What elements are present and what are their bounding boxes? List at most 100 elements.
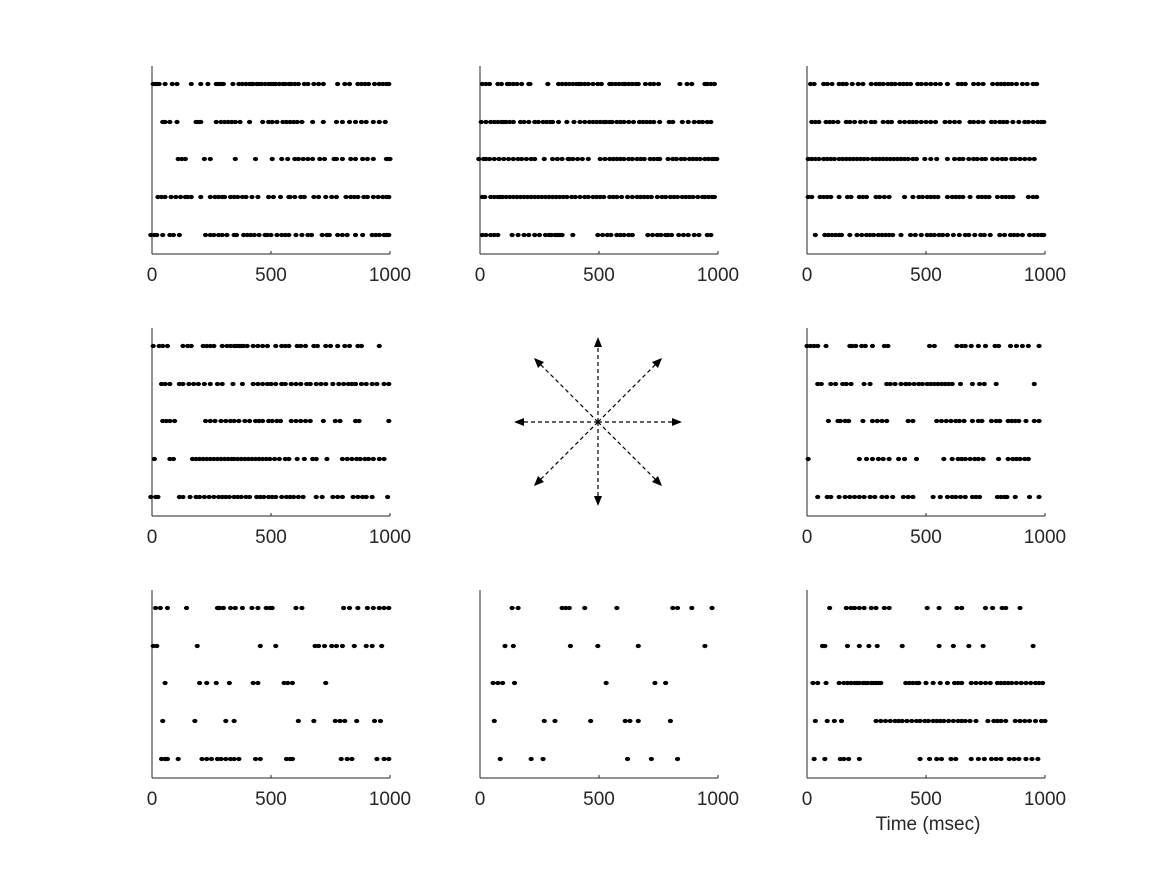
spike-mark (990, 605, 996, 611)
spike-mark (823, 680, 829, 686)
spike-mark (235, 494, 241, 500)
spike-mark (1022, 156, 1028, 162)
spike-mark (164, 343, 171, 349)
spike-mark (329, 643, 335, 649)
spike-mark (816, 119, 822, 125)
spike-mark (535, 119, 541, 125)
spike-mark (890, 232, 896, 238)
spike-mark (552, 718, 558, 724)
spike-mark (1005, 81, 1011, 87)
spike-mark (319, 494, 325, 500)
spike-mark (207, 381, 213, 387)
spike-mark (887, 381, 893, 387)
spike-mark (1022, 456, 1028, 462)
spike-mark (598, 81, 604, 87)
spike-mark (207, 232, 213, 238)
spike-mark (245, 456, 251, 462)
spike-mark (859, 232, 865, 238)
spike-mark (523, 156, 530, 162)
spike-mark (572, 194, 578, 200)
spike-mark (924, 605, 930, 611)
spike-mark (521, 119, 527, 125)
spike-mark (263, 605, 269, 611)
trial-row (807, 81, 1040, 87)
spike-mark (307, 381, 313, 387)
spike-mark (201, 494, 207, 500)
spike-mark (825, 232, 832, 238)
spike-mark (686, 194, 693, 200)
spike-mark (488, 194, 494, 200)
spike-mark (1042, 718, 1048, 724)
spike-mark (281, 680, 287, 686)
spike-mark (678, 156, 684, 162)
spike-mark (844, 680, 851, 686)
spike-mark (559, 605, 565, 611)
trial-row (152, 605, 392, 611)
spike-mark (507, 119, 513, 125)
spike-mark (635, 643, 641, 649)
spike-mark (842, 494, 848, 500)
spike-mark (257, 643, 263, 649)
spike-mark (825, 418, 832, 424)
spike-mark (314, 343, 321, 349)
spike-mark (1017, 718, 1023, 724)
spike-mark (282, 456, 288, 462)
spike-mark (993, 418, 999, 424)
spike-mark (277, 418, 284, 424)
spike-mark (356, 418, 362, 424)
spike-mark (293, 232, 299, 238)
spike-mark (567, 643, 574, 649)
spike-mark (282, 81, 288, 87)
spike-mark (811, 756, 817, 762)
spike-mark (610, 194, 616, 200)
spike-mark (264, 343, 271, 349)
spike-mark (607, 156, 613, 162)
spike-mark (1030, 81, 1036, 87)
spike-mark (532, 232, 538, 238)
spike-mark (828, 381, 834, 387)
spike-mark (1017, 156, 1023, 162)
spike-mark (937, 718, 943, 724)
spike-mark (488, 119, 494, 125)
spike-mark (621, 119, 627, 125)
spike-mark (708, 119, 714, 125)
spike-mark (1032, 718, 1039, 724)
spike-mark (651, 81, 657, 87)
spike-mark (286, 343, 292, 349)
spike-mark (198, 81, 204, 87)
spike-mark (187, 494, 193, 500)
spike-mark (157, 605, 163, 611)
spike-mark (1001, 680, 1008, 686)
spike-mark (823, 119, 829, 125)
spike-mark (956, 156, 962, 162)
raster-panel-middle-right: 0 500 1000 (802, 328, 1066, 548)
spike-mark (324, 456, 330, 462)
spike-mark (971, 119, 977, 125)
x-tick-label: 500 (910, 527, 942, 548)
spike-mark (1011, 232, 1017, 238)
spike-mark (269, 494, 275, 500)
spike-mark (358, 81, 365, 87)
spike-mark (1017, 605, 1023, 611)
trial-row (148, 494, 391, 500)
x-tick-label: 1000 (369, 527, 411, 548)
spike-mark (899, 718, 905, 724)
spike-mark (370, 605, 376, 611)
spike-mark (1010, 456, 1016, 462)
spike-mark (273, 81, 279, 87)
spike-mark (674, 756, 681, 762)
spike-mark (578, 81, 584, 87)
spike-mark (975, 194, 981, 200)
spike-mark (364, 156, 370, 162)
spike-mark (590, 194, 596, 200)
spike-mark (641, 156, 647, 162)
spike-mark (630, 119, 637, 125)
spike-mark (238, 494, 244, 500)
spike-mark (244, 343, 250, 349)
spike-mark (885, 119, 891, 125)
spike-mark (1041, 232, 1047, 238)
spike-mark (554, 156, 560, 162)
spike-mark (170, 232, 177, 238)
spike-mark (300, 494, 306, 500)
spike-mark (934, 156, 940, 162)
